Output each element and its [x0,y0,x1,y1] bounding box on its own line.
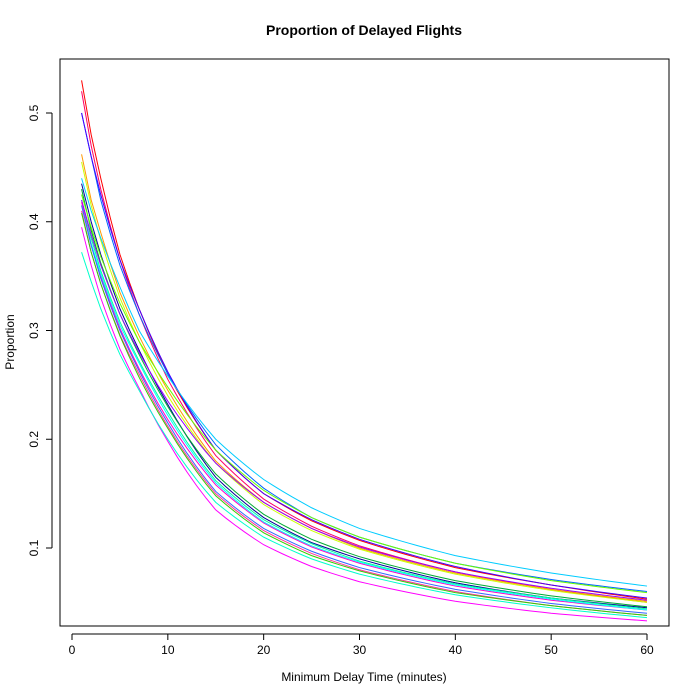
x-tick-label: 60 [640,643,654,657]
series-line-17 [81,212,648,616]
x-tick-label: 10 [161,643,175,657]
series-line-11 [81,199,648,610]
x-axis: 0 10 20 30 40 50 60 [69,633,654,657]
series-line-5 [81,154,648,602]
y-tick-label: 0.5 [27,104,41,121]
plot-frame [59,58,670,627]
x-tick-label: 20 [257,643,271,657]
series-line-18 [81,227,648,622]
y-tick-label: 0.4 [27,213,41,230]
series-line-9 [81,189,648,608]
series-line-8 [81,183,648,609]
series-line-19 [81,252,648,619]
series-line-4 [81,112,648,599]
y-tick-label: 0.1 [27,539,41,556]
series-line-14 [81,205,648,611]
y-axis-label: Proportion [3,314,17,369]
series-line-12 [81,199,648,601]
y-tick-label: 0.2 [27,431,41,448]
x-tick-label: 50 [544,643,558,657]
series-line-3 [81,112,648,592]
series-line-7 [81,178,648,587]
x-tick-label: 0 [69,643,76,657]
series-line-1 [81,80,648,600]
series-layer [81,80,648,622]
x-axis-label: Minimum Delay Time (minutes) [281,670,446,684]
series-line-6 [81,161,648,603]
series-line-15 [81,205,648,614]
chart-title: Proportion of Delayed Flights [266,22,462,38]
series-line-2 [81,91,648,603]
y-tick-label: 0.3 [27,322,41,339]
series-line-13 [81,202,648,611]
series-line-10 [81,194,648,594]
x-tick-label: 30 [353,643,367,657]
x-tick-label: 40 [449,643,463,657]
y-axis: 0.1 0.2 0.3 0.4 0.5 [27,104,53,556]
